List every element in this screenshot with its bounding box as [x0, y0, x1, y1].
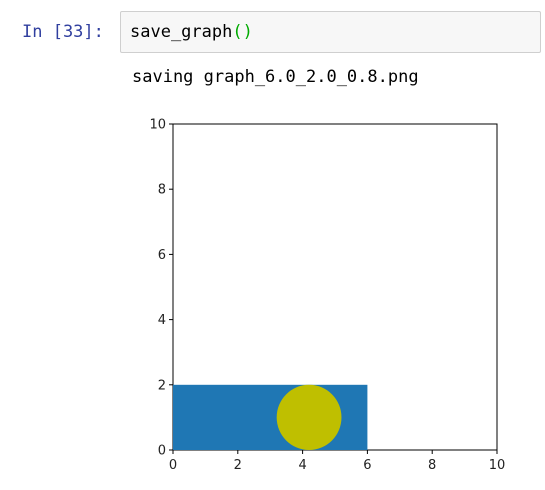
y-axis-ticks: 0 2 4 6 8 10: [149, 118, 173, 459]
input-prompt: In [33]:: [22, 22, 104, 42]
y-tick-label: 8: [158, 183, 166, 198]
x-tick-label: 4: [298, 458, 306, 473]
y-tick-label: 10: [149, 118, 166, 133]
circle-patch: [276, 384, 342, 450]
function-name: save_graph: [130, 22, 233, 42]
x-tick-label: 0: [169, 458, 177, 473]
y-tick-label: 6: [158, 248, 166, 263]
x-tick-label: 10: [489, 458, 506, 473]
code-line: save_graph(): [130, 21, 253, 43]
plot-shapes: [173, 384, 368, 450]
call-parentheses: (): [232, 22, 253, 42]
x-tick-label: 8: [428, 458, 436, 473]
x-tick-label: 2: [234, 458, 242, 473]
stdout-text: saving graph_6.0_2.0_0.8.png: [132, 67, 419, 87]
x-axis-ticks: 0 2 4 6 8 10: [169, 450, 505, 473]
code-cell-input[interactable]: save_graph(): [120, 11, 541, 53]
y-tick-label: 2: [158, 378, 166, 393]
y-tick-label: 0: [158, 444, 166, 459]
y-tick-label: 4: [158, 313, 166, 328]
x-tick-label: 6: [363, 458, 371, 473]
